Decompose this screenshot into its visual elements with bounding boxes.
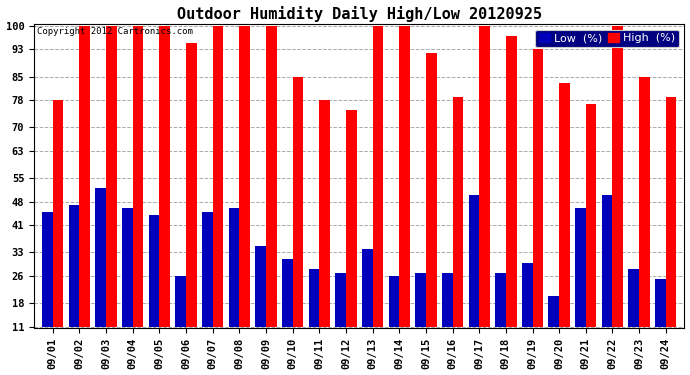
Bar — [319, 100, 330, 327]
Bar — [266, 26, 277, 327]
Bar — [202, 212, 213, 327]
Bar — [469, 195, 479, 327]
Bar — [79, 26, 90, 327]
Bar — [400, 26, 410, 327]
Bar — [293, 76, 304, 327]
Bar — [522, 262, 533, 327]
Bar — [255, 246, 266, 327]
Bar — [559, 83, 570, 327]
Bar — [388, 276, 400, 327]
Bar — [415, 273, 426, 327]
Bar — [308, 269, 319, 327]
Bar — [586, 104, 596, 327]
Text: Copyright 2012 Cartronics.com: Copyright 2012 Cartronics.com — [37, 27, 193, 36]
Bar — [453, 97, 463, 327]
Bar — [159, 26, 170, 327]
Bar — [213, 26, 224, 327]
Bar — [442, 273, 453, 327]
Bar — [52, 100, 63, 327]
Bar — [613, 26, 623, 327]
Bar — [506, 36, 517, 327]
Bar — [69, 205, 79, 327]
Bar — [362, 249, 373, 327]
Bar — [479, 26, 490, 327]
Bar — [495, 273, 506, 327]
Bar — [282, 259, 293, 327]
Title: Outdoor Humidity Daily High/Low 20120925: Outdoor Humidity Daily High/Low 20120925 — [177, 6, 542, 21]
Bar — [666, 97, 676, 327]
Bar — [106, 26, 117, 327]
Bar — [175, 276, 186, 327]
Bar — [148, 215, 159, 327]
Bar — [122, 209, 132, 327]
Bar — [95, 188, 106, 327]
Bar — [42, 212, 52, 327]
Bar — [239, 26, 250, 327]
Bar — [639, 76, 650, 327]
Bar — [629, 269, 639, 327]
Bar — [602, 195, 613, 327]
Bar — [228, 209, 239, 327]
Bar — [575, 209, 586, 327]
Bar — [373, 26, 383, 327]
Bar — [346, 110, 357, 327]
Bar — [335, 273, 346, 327]
Bar — [186, 43, 197, 327]
Bar — [655, 279, 666, 327]
Bar — [426, 53, 437, 327]
Bar — [549, 296, 559, 327]
Bar — [533, 50, 543, 327]
Legend: Low  (%), High  (%): Low (%), High (%) — [535, 30, 679, 47]
Bar — [132, 26, 144, 327]
